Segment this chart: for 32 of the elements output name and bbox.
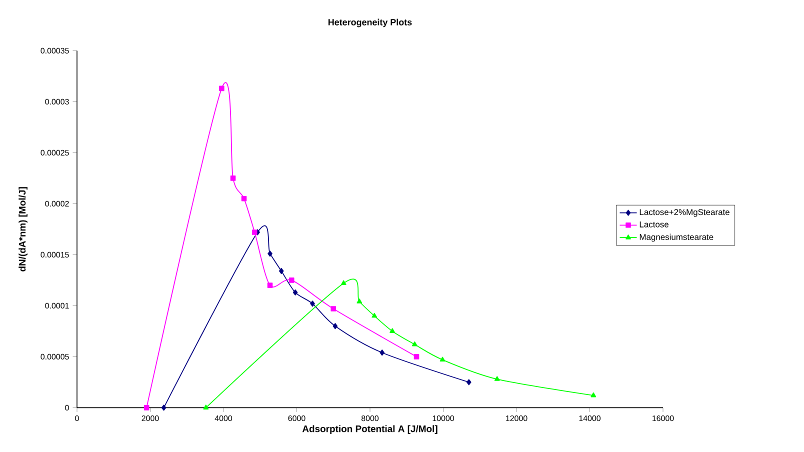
point (268, 250, 272, 257)
point (332, 323, 338, 330)
point (219, 86, 224, 92)
legend-label: Lactose (640, 221, 668, 228)
x-axis-title: Adsorption Potential A [J/Mol] (302, 425, 438, 434)
point (356, 298, 362, 304)
point (310, 300, 315, 307)
y-axis-title: dN/(dA*nm) [Mol/J] (18, 187, 28, 272)
point (278, 268, 284, 274)
point (372, 312, 378, 318)
chart-title: Heterogeneity Plots (328, 18, 412, 28)
point (414, 354, 420, 360)
point (267, 282, 273, 288)
point (466, 379, 472, 386)
point (494, 376, 500, 381)
point (292, 289, 298, 296)
legend-label: Magnesiumstearate (640, 234, 714, 242)
point (288, 278, 294, 283)
point (161, 404, 166, 411)
point (144, 405, 150, 410)
point (330, 306, 336, 312)
point (230, 176, 236, 181)
point (440, 356, 446, 362)
point (241, 196, 247, 202)
point (340, 280, 346, 286)
point (203, 404, 209, 410)
point (380, 350, 384, 356)
legend-label: Lactose+2%MgStearate (640, 209, 730, 217)
point (252, 230, 258, 235)
point (412, 341, 418, 346)
point (390, 328, 396, 333)
point (590, 392, 596, 398)
